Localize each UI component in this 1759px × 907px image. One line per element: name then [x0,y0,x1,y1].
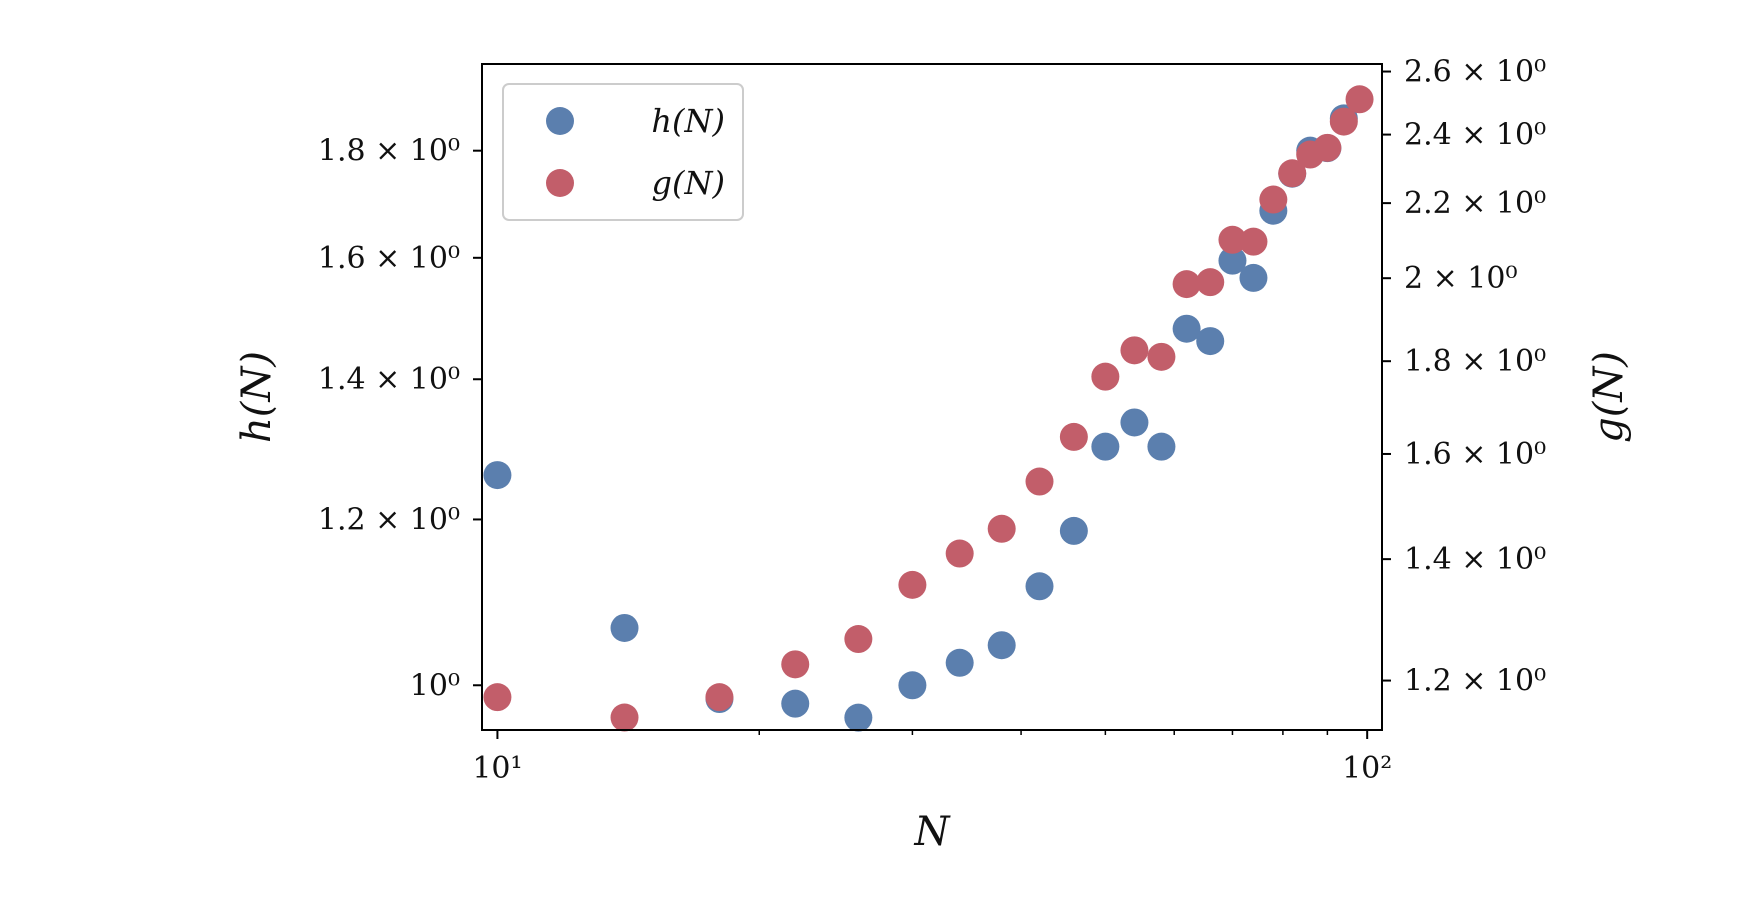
y-tick-label: 1.2 × 10⁰ [318,502,460,537]
data-point-g [987,514,1016,543]
data-point-h [610,613,639,642]
left-y-axis: 10⁰ 1.2 × 10⁰ 1.4 × 10⁰ 1.6 × 10⁰ 1.8 × 10⁰ [318,134,482,703]
data-point-h [987,631,1016,660]
data-point-g [1147,342,1176,371]
y2-tick-label: 2 × 10⁰ [1404,261,1518,296]
data-point-g [1278,159,1307,188]
x-axis: 10¹ 10² [472,730,1392,786]
data-point-g [1120,336,1149,365]
data-point-g [1259,185,1288,214]
legend-label-h: h(N) [651,102,725,140]
data-point-g [610,703,639,732]
data-point-g [1091,362,1120,391]
data-point-h [1025,572,1054,601]
x-axis-label: N [914,809,952,855]
data-point-g [844,625,873,654]
data-point-h [1218,246,1247,275]
data-point-g [1196,268,1225,297]
data-point-h [1120,408,1149,437]
data-point-h [483,461,512,490]
data-point-g [898,570,927,599]
data-point-h [898,671,927,700]
right-y-axis: 1.2 × 10⁰ 1.4 × 10⁰ 1.6 × 10⁰ 1.8 × 10⁰ 2 × … [1382,55,1546,699]
y-tick-label: 1.6 × 10⁰ [318,241,460,276]
data-point-h [781,689,810,718]
legend-label-g: g(N) [652,164,725,202]
data-point-g [1313,133,1342,162]
y-tick-label: 1.8 × 10⁰ [318,134,460,169]
left-y-axis-label: h(N) [234,351,280,443]
legend-marker-g [546,169,574,197]
plot-frame [481,63,1383,731]
data-point-h [1196,327,1225,356]
data-point-h [945,648,974,677]
data-point-g [483,683,512,712]
y2-tick-label: 1.2 × 10⁰ [1404,664,1546,699]
data-point-g [1025,467,1054,496]
data-point-g [1239,227,1268,256]
y2-tick-label: 2.6 × 10⁰ [1404,55,1546,90]
y2-tick-label: 1.4 × 10⁰ [1404,542,1546,577]
data-points [483,85,1374,732]
y-tick-label: 1.4 × 10⁰ [318,362,460,397]
y-tick-label: 10⁰ [410,668,460,703]
data-point-h [1172,314,1201,343]
data-point-g [705,683,734,712]
data-point-g [1345,85,1374,114]
data-point-h [1239,263,1268,292]
y2-tick-label: 2.4 × 10⁰ [1404,118,1546,153]
y2-tick-label: 1.8 × 10⁰ [1404,344,1546,379]
data-point-g [1059,422,1088,451]
data-point-h [1059,516,1088,545]
legend: h(N) g(N) [502,83,744,221]
x-tick-label: 10¹ [472,751,522,786]
data-point-g [945,539,974,568]
legend-marker-h [546,107,574,135]
y2-tick-label: 2.2 × 10⁰ [1404,186,1546,221]
data-point-g [781,650,810,679]
data-point-h [1147,432,1176,461]
x-tick-label: 10² [1342,751,1392,786]
y2-tick-label: 1.6 × 10⁰ [1404,437,1546,472]
data-point-g [1329,107,1358,136]
data-point-g [1172,270,1201,299]
data-point-h [1091,432,1120,461]
data-point-h [844,703,873,732]
data-point-g [1218,225,1247,254]
right-y-axis-label: g(N) [1586,351,1632,443]
